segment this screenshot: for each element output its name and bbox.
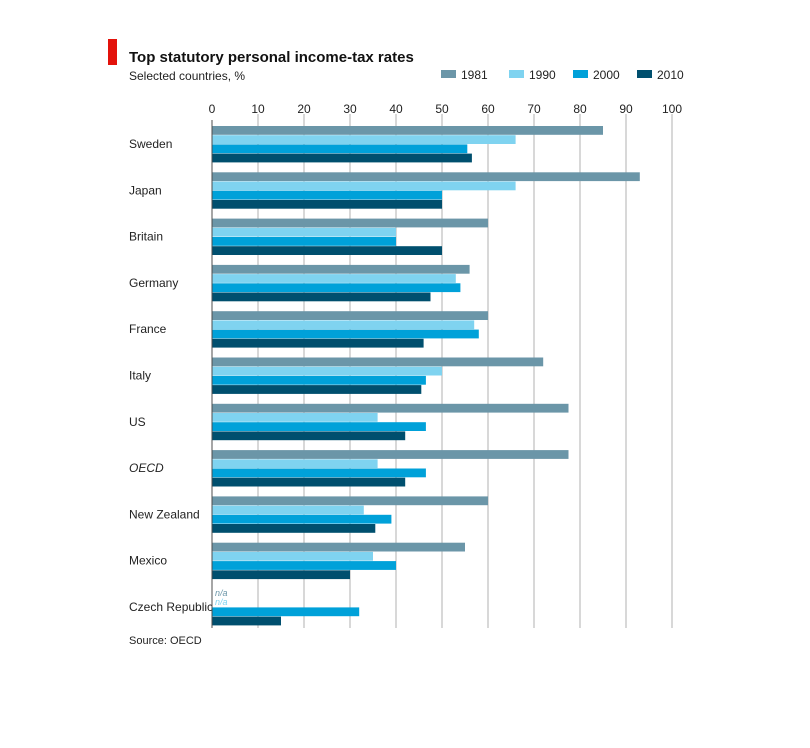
category-label: France xyxy=(129,322,167,336)
bar-2000 xyxy=(212,237,396,246)
bar-2010 xyxy=(212,199,442,209)
x-tick-label: 100 xyxy=(662,102,682,116)
x-tick-label: 0 xyxy=(209,102,216,116)
bar-1981 xyxy=(212,450,569,459)
bar-1981 xyxy=(212,542,465,552)
category-label: New Zealand xyxy=(129,507,200,521)
legend-swatch-1981 xyxy=(441,70,456,78)
source-note: Source: OECD xyxy=(129,635,202,647)
bar-2010 xyxy=(212,616,281,626)
bar-1981 xyxy=(212,496,488,506)
x-tick-label: 10 xyxy=(251,102,265,116)
bar-1981 xyxy=(212,357,544,367)
legend-swatch-1990 xyxy=(509,70,524,78)
bar-2000 xyxy=(212,514,392,524)
bar-2010 xyxy=(212,338,424,348)
bar-2000 xyxy=(212,422,426,431)
category-label: Sweden xyxy=(129,137,172,151)
bar-2010 xyxy=(212,153,472,163)
chart-subtitle: Selected countries, % xyxy=(129,69,245,83)
category-label: Britain xyxy=(129,230,163,244)
bar-2010 xyxy=(212,477,406,487)
x-axis-ticks: 0 10 20 30 40 50 60 70 80 90 100 xyxy=(209,102,683,116)
bar-2000 xyxy=(212,468,426,478)
bar-1981 xyxy=(212,311,488,320)
missing-value-label: n/a xyxy=(215,597,228,607)
bars: n/an/a xyxy=(212,126,640,626)
bar-1990 xyxy=(212,505,364,515)
category-label: Italy xyxy=(129,369,151,383)
bar-2000 xyxy=(212,607,360,617)
category-label: OECD xyxy=(129,461,164,475)
bar-1981 xyxy=(212,126,603,135)
x-tick-label: 20 xyxy=(297,102,311,116)
x-tick-label: 60 xyxy=(481,102,495,116)
legend: 1981 1990 2000 2010 xyxy=(441,68,684,82)
bar-1990 xyxy=(212,227,396,237)
bar-1981 xyxy=(212,218,488,228)
x-tick-label: 80 xyxy=(573,102,587,116)
bar-1990 xyxy=(212,135,516,144)
x-tick-label: 70 xyxy=(527,102,541,116)
category-label: Czech Republic xyxy=(129,600,213,614)
bar-1981 xyxy=(212,172,640,182)
x-tick-label: 40 xyxy=(389,102,403,116)
bar-2010 xyxy=(212,385,422,394)
bar-2000 xyxy=(212,329,479,339)
x-tick-label: 30 xyxy=(343,102,357,116)
category-label: Germany xyxy=(129,276,178,290)
category-labels: Sweden Japan Britain Germany France Italy US OE… xyxy=(129,137,213,614)
category-label: Japan xyxy=(129,183,162,197)
bar-1981 xyxy=(212,403,569,413)
bar-2010 xyxy=(212,246,442,255)
legend-swatch-2010 xyxy=(637,70,652,78)
chart-title: Top statutory personal income-tax rates xyxy=(129,49,414,66)
bar-2010 xyxy=(212,431,406,441)
red-accent-bar xyxy=(108,39,117,65)
bar-1981 xyxy=(212,264,470,274)
bar-1990 xyxy=(212,320,475,330)
bar-1990 xyxy=(212,413,378,422)
bar-2010 xyxy=(212,524,376,533)
category-label: US xyxy=(129,415,146,429)
bar-2000 xyxy=(212,375,426,385)
bar-1990 xyxy=(212,181,516,191)
bar-2000 xyxy=(212,283,461,293)
bar-1990 xyxy=(212,459,378,469)
bar-1990 xyxy=(212,551,373,561)
bar-1990 xyxy=(212,274,456,283)
legend-label-2000: 2000 xyxy=(593,68,620,82)
category-label: Mexico xyxy=(129,554,167,568)
bar-2010 xyxy=(212,292,431,302)
legend-label-1990: 1990 xyxy=(529,68,556,82)
legend-label-1981: 1981 xyxy=(461,68,488,82)
x-tick-label: 50 xyxy=(435,102,449,116)
bar-2000 xyxy=(212,190,442,200)
x-tick-label: 90 xyxy=(619,102,633,116)
legend-swatch-2000 xyxy=(573,70,588,78)
legend-label-2010: 2010 xyxy=(657,68,684,82)
missing-value-label: n/a xyxy=(215,588,228,598)
bar-2000 xyxy=(212,561,396,570)
bar-2010 xyxy=(212,570,350,580)
bar-2000 xyxy=(212,144,468,154)
bar-1990 xyxy=(212,366,442,376)
